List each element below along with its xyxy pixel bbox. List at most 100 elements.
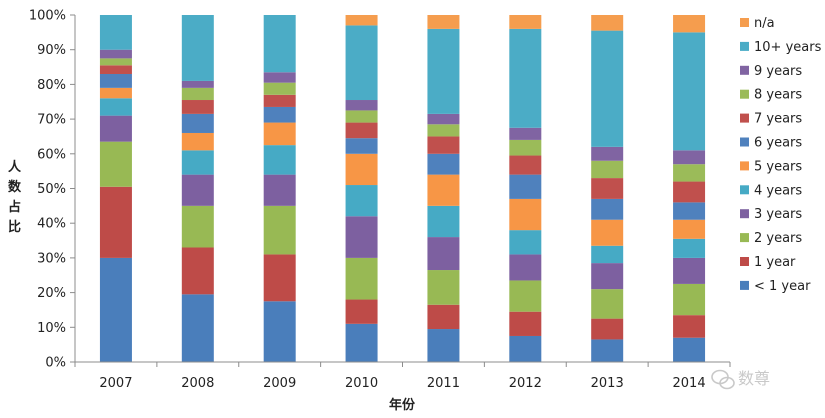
- y-tick-label: 40%: [37, 217, 66, 232]
- bar-segment: [263, 145, 296, 175]
- bar-segment: [427, 15, 460, 29]
- bar-segment: [427, 153, 460, 175]
- bar-segment: [673, 164, 706, 182]
- bar-segment: [99, 65, 132, 74]
- bar-segment: [673, 337, 706, 362]
- bar-segment: [509, 15, 542, 29]
- bar-stack-2012: [509, 15, 542, 362]
- bar-stack-2009: [263, 15, 296, 362]
- y-tick-label: 50%: [37, 182, 66, 197]
- legend-swatch: [740, 89, 749, 99]
- x-axis-title: 年份: [389, 397, 416, 413]
- legend-swatch: [740, 161, 749, 171]
- legend-swatch: [740, 185, 749, 195]
- bar-segment: [345, 110, 378, 123]
- x-tick-label: 2013: [591, 376, 624, 391]
- bar-segment: [427, 124, 460, 137]
- legend-item: 7 years: [740, 112, 802, 127]
- bar-segment: [263, 301, 296, 362]
- legend-item: 10+ years: [740, 40, 822, 55]
- bar-segment: [99, 15, 132, 50]
- bar-stack-2011: [427, 15, 460, 362]
- bar-segment: [427, 304, 460, 330]
- legend-item: 5 years: [740, 159, 802, 174]
- legend-label: 10+ years: [754, 40, 822, 55]
- legend-swatch: [740, 209, 749, 219]
- bar-segment: [427, 136, 460, 154]
- legend: n/a 10+ years 9 years 8 years 7 years 6 years…: [740, 16, 822, 294]
- bar-segment: [345, 25, 378, 101]
- legend-swatch: [740, 257, 749, 266]
- x-tick-label: 2009: [263, 376, 296, 391]
- y-tick-label: 10%: [37, 321, 66, 336]
- legend-item: 3 years: [740, 207, 802, 222]
- bar-segment: [345, 323, 378, 362]
- bar-segment: [509, 155, 542, 175]
- bar-segment: [99, 141, 132, 187]
- bar-segment: [509, 254, 542, 281]
- bar-segment: [345, 299, 378, 324]
- y-axis-title-char: 占: [8, 199, 21, 215]
- legend-label: 6 years: [754, 136, 802, 151]
- bar-segment: [99, 87, 132, 99]
- legend-label: 7 years: [754, 112, 802, 127]
- bar-segment: [345, 153, 378, 186]
- legend-swatch: [740, 280, 749, 290]
- bar-segment: [181, 174, 214, 206]
- x-tick-label: 2012: [509, 376, 542, 391]
- bar-segment: [673, 150, 706, 165]
- bar-segment: [591, 318, 624, 340]
- legend-label: < 1 year: [754, 279, 811, 294]
- y-axis-title-char: 数: [8, 179, 22, 195]
- y-tick-label: 100%: [29, 9, 66, 24]
- axes: [74, 15, 730, 363]
- bar-segment: [427, 237, 460, 271]
- y-tick-label: 70%: [37, 113, 66, 128]
- y-axis-ticks: 0% 10% 20% 30% 40% 50% 60% 70% 80% 90% 100%: [29, 9, 75, 371]
- legend-label: 2 years: [754, 231, 802, 246]
- bar-segment: [591, 339, 624, 362]
- bar-segment: [591, 263, 624, 290]
- bar-segment: [673, 32, 706, 151]
- bar-segment: [509, 28, 542, 128]
- y-tick-label: 30%: [37, 251, 66, 266]
- x-axis-ticks: 2007 2008 2009 2010 2011 2012 2013 2014: [74, 362, 731, 391]
- bar-stack-2008: [181, 15, 214, 362]
- legend-swatch: [740, 137, 749, 147]
- legend-label: 3 years: [754, 207, 802, 222]
- legend-swatch: [740, 65, 749, 75]
- bar-segment: [99, 58, 132, 66]
- bar-segment: [99, 257, 132, 362]
- bar-segment: [263, 174, 296, 206]
- bar-segment: [509, 335, 542, 362]
- bar-segment: [263, 254, 296, 302]
- legend-item: 4 years: [740, 183, 802, 198]
- bar-stack-2013: [591, 15, 624, 362]
- legend-swatch: [740, 41, 749, 51]
- bar-segment: [591, 178, 624, 199]
- legend-label: 5 years: [754, 159, 802, 174]
- bar-segment: [263, 72, 296, 83]
- bar-segment: [509, 311, 542, 336]
- bar-segment: [99, 73, 132, 88]
- bar-segment: [99, 98, 132, 116]
- bar-segment: [509, 198, 542, 231]
- bar-segment: [181, 132, 214, 151]
- bar-segment: [591, 198, 624, 220]
- bar-stack-2010: [345, 15, 378, 362]
- bar-segment: [99, 115, 132, 142]
- bar-segment: [181, 100, 214, 114]
- legend-item: 9 years: [740, 64, 802, 79]
- watermark: 数尊: [711, 369, 770, 390]
- bar-segment: [181, 87, 214, 101]
- bar-segment: [591, 289, 624, 319]
- legend-item: 1 year: [740, 255, 796, 270]
- bar-segment: [591, 160, 624, 179]
- bar-segment: [181, 113, 214, 133]
- bar-segment: [673, 315, 706, 338]
- bar-segment: [99, 49, 132, 59]
- bar-segment: [427, 28, 460, 114]
- y-tick-label: 60%: [37, 147, 66, 162]
- bar-segment: [591, 15, 624, 31]
